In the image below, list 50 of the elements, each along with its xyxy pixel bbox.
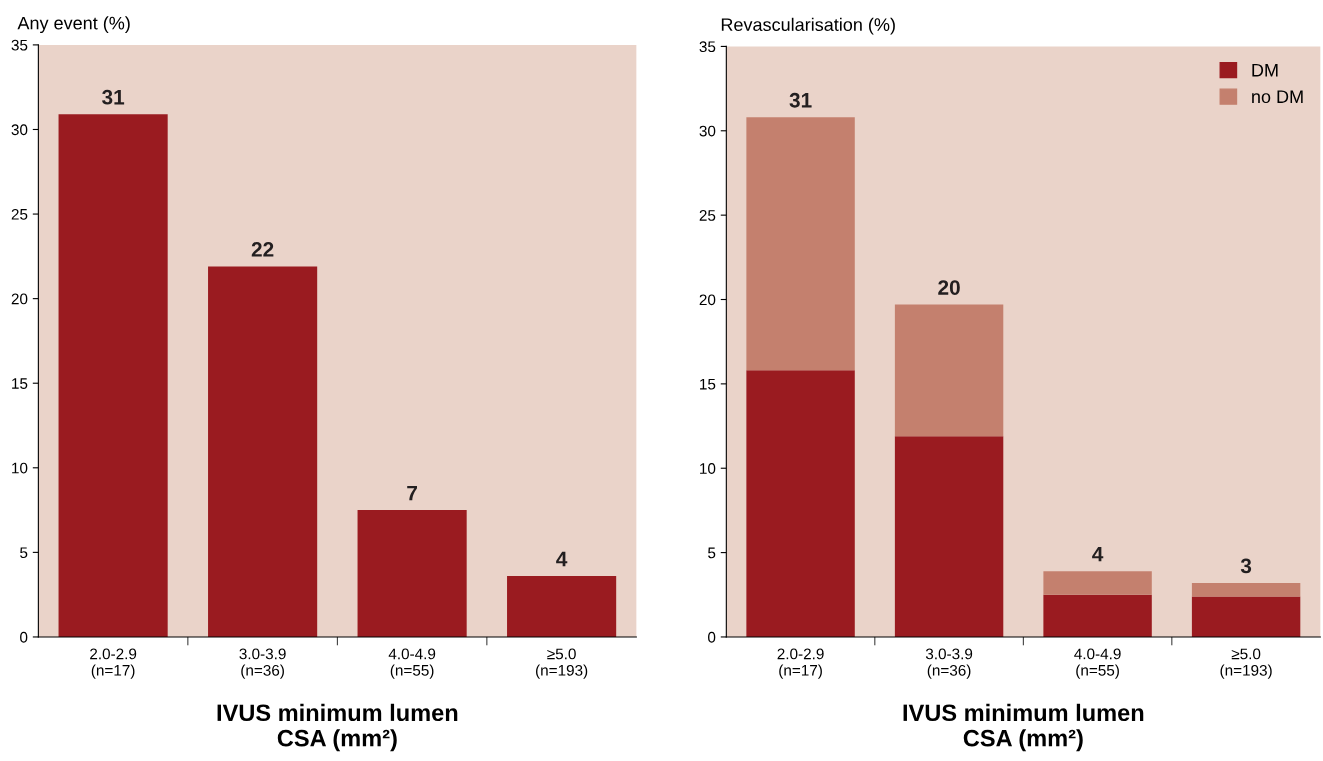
data-label: 22 <box>251 242 274 257</box>
y-tick-label: 35 <box>699 41 716 53</box>
total-label: 31 <box>789 92 812 108</box>
y-axis-title: Revascularisation (%) <box>721 17 895 35</box>
x-tick-label: ≥5.0 (n=193) <box>536 648 588 679</box>
total-label: 4 <box>1092 546 1104 562</box>
y-tick-label: 30 <box>699 125 716 137</box>
y-tick-label: 10 <box>700 463 716 474</box>
bar <box>208 266 318 637</box>
bar <box>1191 582 1301 597</box>
x-tick-label: 4.0-4.9 (n=55) <box>1074 648 1121 679</box>
bar <box>58 114 168 637</box>
y-tick-label: 5 <box>708 547 716 559</box>
data-label: 31 <box>102 89 125 105</box>
y-tick-label: 25 <box>11 208 28 220</box>
y-tick-label: 0 <box>708 631 716 643</box>
total-label: 20 <box>938 280 960 295</box>
x-tick-label: ≥5.0 (n=193) <box>1220 648 1272 679</box>
y-tick-label: 10 <box>12 462 28 474</box>
x-axis-title: IVUS minimum lumen CSA (mm²) <box>217 703 458 752</box>
bar <box>894 304 1004 437</box>
x-tick-label: 2.0-2.9 (n=17) <box>777 648 824 679</box>
bar <box>507 576 617 637</box>
bar <box>746 370 855 637</box>
y-tick-label: 20 <box>699 294 716 306</box>
bar <box>894 436 1004 637</box>
y-tick-label: 5 <box>20 547 28 559</box>
data-label: 4 <box>556 551 568 567</box>
x-tick-label: 3.0-3.9 (n=36) <box>925 648 973 679</box>
data-label: 7 <box>407 485 417 501</box>
bar <box>1043 594 1152 637</box>
y-tick-label: 30 <box>11 124 28 136</box>
x-axis-title: IVUS minimum lumen CSA (mm²) <box>903 703 1144 752</box>
bar <box>746 117 855 371</box>
bar <box>357 510 467 637</box>
legend-label: no DM <box>1252 90 1303 104</box>
x-tick-label: 3.0-3.9 (n=36) <box>239 648 286 679</box>
bar <box>1191 596 1301 637</box>
y-tick-label: 0 <box>20 631 28 643</box>
y-tick-label: 20 <box>11 293 28 305</box>
y-tick-label: 35 <box>11 39 28 51</box>
bar <box>1043 571 1152 595</box>
total-label: 3 <box>1240 558 1252 574</box>
y-tick-label: 15 <box>700 378 716 390</box>
y-tick-label: 15 <box>12 378 28 389</box>
y-tick-label: 25 <box>699 210 716 221</box>
y-axis-title: Any event (%) <box>17 16 130 34</box>
x-tick-label: 2.0-2.9 (n=17) <box>90 648 137 679</box>
legend-label: DM <box>1252 63 1278 77</box>
x-tick-label: 4.0-4.9 (n=55) <box>388 648 436 679</box>
